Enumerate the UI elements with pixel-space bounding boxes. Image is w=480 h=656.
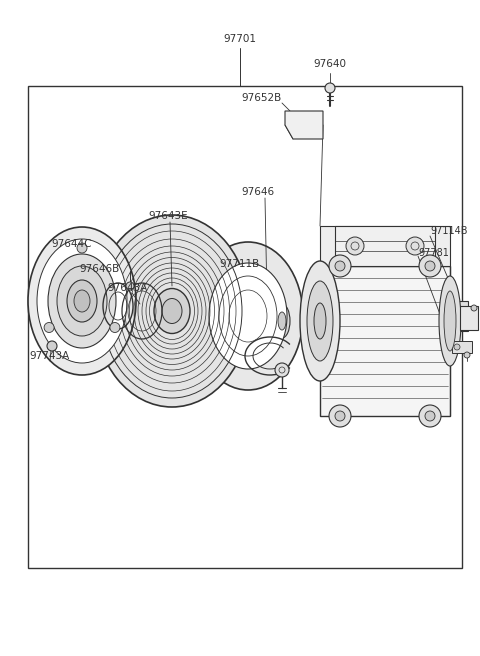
Text: 97646B: 97646B (80, 264, 120, 274)
Circle shape (275, 363, 289, 377)
Ellipse shape (95, 215, 250, 407)
Circle shape (325, 83, 335, 93)
Circle shape (329, 405, 351, 427)
Circle shape (47, 341, 57, 351)
Ellipse shape (278, 312, 286, 330)
Ellipse shape (209, 263, 287, 369)
Polygon shape (285, 111, 323, 139)
Circle shape (44, 323, 54, 333)
Text: 97640: 97640 (313, 59, 347, 69)
Polygon shape (452, 341, 472, 353)
Ellipse shape (74, 290, 90, 312)
Ellipse shape (193, 242, 303, 390)
Circle shape (335, 261, 345, 271)
Circle shape (425, 411, 435, 421)
Text: 97643E: 97643E (148, 211, 188, 221)
Bar (282, 304, 324, 338)
Polygon shape (460, 306, 478, 330)
Ellipse shape (439, 276, 461, 366)
Ellipse shape (67, 280, 97, 322)
Ellipse shape (57, 266, 107, 336)
Text: 97643A: 97643A (108, 283, 148, 293)
Circle shape (454, 344, 460, 350)
Ellipse shape (37, 239, 127, 363)
Circle shape (346, 237, 364, 255)
Ellipse shape (300, 261, 340, 381)
Bar (320, 266, 450, 416)
Ellipse shape (48, 254, 116, 348)
Text: 97652B: 97652B (242, 93, 282, 103)
Circle shape (419, 255, 441, 277)
Circle shape (329, 255, 351, 277)
Ellipse shape (28, 227, 136, 375)
Circle shape (110, 323, 120, 333)
Ellipse shape (154, 289, 190, 333)
Circle shape (406, 237, 424, 255)
Bar (335, 226, 435, 266)
Ellipse shape (274, 304, 290, 338)
Ellipse shape (314, 303, 326, 339)
Text: 97114B: 97114B (430, 226, 468, 236)
Ellipse shape (444, 291, 456, 351)
Circle shape (471, 305, 477, 311)
Circle shape (335, 411, 345, 421)
Text: 97711B: 97711B (220, 259, 260, 269)
Ellipse shape (307, 281, 333, 361)
Ellipse shape (162, 298, 182, 323)
Circle shape (126, 282, 134, 290)
Bar (450, 301, 468, 331)
Circle shape (425, 261, 435, 271)
Polygon shape (320, 226, 450, 266)
Text: 97644C: 97644C (52, 239, 92, 249)
Circle shape (419, 405, 441, 427)
Circle shape (464, 352, 470, 358)
Bar (28, 86, 462, 568)
Text: 97701: 97701 (224, 34, 256, 44)
Text: 97781: 97781 (418, 248, 449, 258)
Text: 97743A: 97743A (30, 351, 70, 361)
Circle shape (77, 243, 87, 253)
Text: 97646: 97646 (241, 187, 275, 197)
